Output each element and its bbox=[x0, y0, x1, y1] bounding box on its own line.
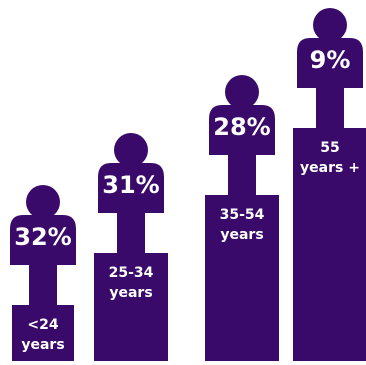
category-label: years bbox=[21, 337, 64, 353]
pedestal-bar bbox=[205, 195, 279, 361]
person-body-icon bbox=[98, 163, 164, 255]
age-group-1: 31% 25-34 years bbox=[94, 133, 168, 361]
person-body-icon bbox=[10, 215, 76, 307]
person-body-icon bbox=[209, 105, 275, 197]
value-label: 31% bbox=[102, 171, 159, 199]
value-label: 9% bbox=[310, 46, 351, 74]
pedestal-bar bbox=[94, 253, 168, 361]
person-head-icon bbox=[26, 185, 60, 219]
person-body-icon bbox=[297, 38, 363, 130]
value-label: 32% bbox=[14, 223, 71, 251]
category-label: years + bbox=[300, 160, 360, 176]
age-group-0: 32% <24 years bbox=[10, 185, 76, 361]
value-label: 28% bbox=[213, 113, 270, 141]
pedestal-bar bbox=[293, 128, 366, 361]
person-head-icon bbox=[313, 8, 347, 42]
category-label: 55 bbox=[320, 140, 339, 156]
pedestal-bar bbox=[12, 305, 74, 361]
category-label: 35-54 bbox=[220, 207, 265, 223]
category-label: years bbox=[109, 285, 152, 301]
person-head-icon bbox=[225, 75, 259, 109]
age-group-2: 28% 35-54 years bbox=[205, 75, 279, 361]
category-label: years bbox=[220, 227, 263, 243]
category-label: 25-34 bbox=[109, 265, 154, 281]
category-label: <24 bbox=[27, 317, 58, 333]
person-head-icon bbox=[114, 133, 148, 167]
age-group-3: 9% 55 years + bbox=[293, 8, 366, 361]
